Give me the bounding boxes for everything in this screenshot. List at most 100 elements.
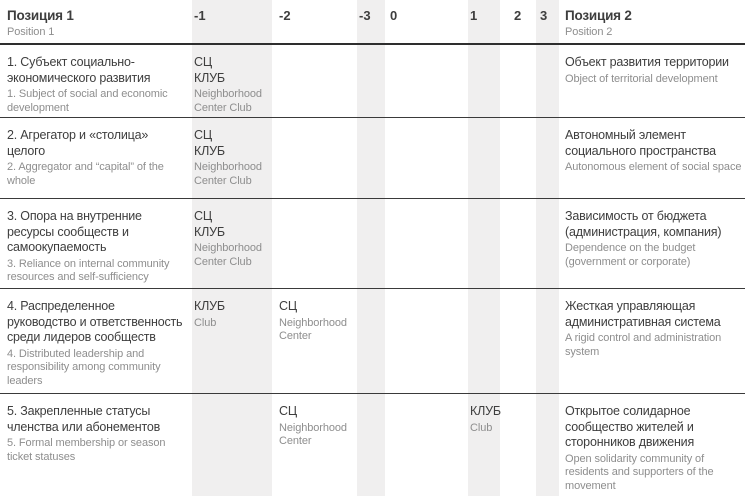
row3-position2-cell: Зависимость от бюджета (администрация, к… [565, 209, 745, 288]
row1-position1-cell: 1. Субъект социально-экономического разв… [0, 55, 192, 117]
header-position-2-en: Position 2 [565, 25, 613, 38]
row4-mark-minus2-ru: СЦ [279, 299, 297, 313]
row5-cell-minus1 [192, 404, 277, 496]
header-scale-minus2: -2 [279, 8, 291, 23]
row5-cell-minus3 [357, 404, 388, 496]
row4-cell-minus2: СЦ Neighborhood Center [277, 299, 357, 393]
header-scale-plus2: 2 [514, 8, 522, 23]
row3-position1-cell: 3. Опора на внутренние ресурсы сообществ… [0, 209, 192, 288]
row1-cell-zero [388, 55, 468, 117]
row1-cell-minus3 [357, 55, 388, 117]
row2-right-en: Autonomous element of social space [565, 161, 742, 173]
row2-position2-cell: Автономный элемент социального пространс… [565, 128, 745, 198]
row2-cell-minus3 [357, 128, 388, 198]
row5-cell-minus2: СЦ Neighborhood Center [277, 404, 357, 496]
column-stripe-minus1 [192, 0, 272, 496]
row3-cell-minus1: СЦ КЛУБ Neighborhood Center Club [192, 209, 277, 288]
row5-cell-zero [388, 404, 468, 496]
table-row: 5. Закрепленные статусы членства или або… [0, 394, 745, 496]
row5-right-ru: Открытое солидарное сообщество жителей и… [565, 404, 695, 449]
row1-right-ru: Объект развития территории [565, 55, 729, 69]
row5-cell-plus1: КЛУБ Club [468, 404, 505, 496]
header-position-2-ru: Позиция 2 [565, 8, 632, 23]
row2-cell-plus2 [505, 128, 536, 198]
table-row: 2. Агрегатор и «столица» целого 2. Aggre… [0, 118, 745, 199]
row5-mark-minus2-en: Neighborhood Center [279, 421, 347, 448]
row4-mark-minus1-en: Club [194, 316, 217, 329]
header-position-1: Позиция 1 Position 1 [0, 8, 192, 43]
row4-cell-minus1: КЛУБ Club [192, 299, 277, 393]
row4-mark-minus2-en: Neighborhood Center [279, 316, 347, 343]
row5-position1-cell: 5. Закрепленные статусы членства или або… [0, 404, 192, 496]
row3-left-en: 3. Reliance on internal community resour… [7, 257, 170, 284]
row4-right-ru: Жесткая управляющая административная сис… [565, 299, 721, 329]
row2-cell-zero [388, 128, 468, 198]
header-scale-minus1: -1 [194, 8, 206, 23]
row1-mark-minus1-en: Neighborhood Center Club [194, 88, 262, 114]
row2-position1-cell: 2. Агрегатор и «столица» целого 2. Aggre… [0, 128, 192, 198]
row5-mark-plus1-en: Club [470, 421, 493, 434]
row4-position2-cell: Жесткая управляющая административная сис… [565, 299, 745, 393]
row1-right-en: Object of territorial development [565, 72, 718, 85]
row4-left-en: 4. Distributed leadership and responsibi… [7, 347, 161, 387]
header-scale-minus3: -3 [359, 8, 371, 23]
row1-cell-plus1 [468, 55, 505, 117]
row4-position1-cell: 4. Распределенное руководство и ответств… [0, 299, 192, 393]
row2-left-en: 2. Aggregator and “capital” of the whole [7, 161, 164, 187]
row1-cell-minus1: СЦ КЛУБ Neighborhood Center Club [192, 55, 277, 117]
header-scale-zero: 0 [390, 8, 398, 23]
row1-cell-minus2 [277, 55, 357, 117]
row4-left-ru: 4. Распределенное руководство и ответств… [7, 299, 183, 344]
row1-position2-cell: Объект развития территории Object of ter… [565, 55, 745, 117]
row3-cell-zero [388, 209, 468, 288]
row3-mark-minus1-ru: СЦ КЛУБ [194, 209, 225, 239]
row5-right-en: Open solidarity community of residents a… [565, 452, 714, 492]
row4-right-en: A rigid control and administration syste… [565, 332, 722, 358]
header-position-2: Позиция 2 Position 2 [565, 8, 745, 43]
row3-cell-minus2 [277, 209, 357, 288]
row1-mark-minus1-ru: СЦ КЛУБ [194, 55, 225, 85]
row2-left-ru: 2. Агрегатор и «столица» целого [7, 128, 149, 158]
row5-cell-plus3 [536, 404, 565, 496]
row2-cell-minus2 [277, 128, 357, 198]
row5-left-en: 5. Formal membership or season ticket st… [7, 437, 166, 463]
row4-cell-minus3 [357, 299, 388, 393]
row2-cell-plus3 [536, 128, 565, 198]
row3-cell-minus3 [357, 209, 388, 288]
row2-mark-minus1-en: Neighborhood Center Club [194, 161, 262, 187]
row5-cell-plus2 [505, 404, 536, 496]
row4-cell-zero [388, 299, 468, 393]
column-stripe-plus1 [468, 0, 500, 496]
table-row: 3. Опора на внутренние ресурсы сообществ… [0, 199, 745, 289]
row2-cell-plus1 [468, 128, 505, 198]
row4-cell-plus2 [505, 299, 536, 393]
row4-cell-plus3 [536, 299, 565, 393]
row5-left-ru: 5. Закрепленные статусы членства или або… [7, 404, 161, 434]
row4-mark-minus1-ru: КЛУБ [194, 299, 225, 313]
table-row: 4. Распределенное руководство и ответств… [0, 289, 745, 394]
row3-cell-plus1 [468, 209, 505, 288]
row3-left-ru: 3. Опора на внутренние ресурсы сообществ… [7, 209, 142, 254]
row1-left-en: 1. Subject of social and economic develo… [7, 88, 168, 114]
row3-right-ru: Зависимость от бюджета (администрация, к… [565, 209, 722, 239]
row5-mark-plus1-ru: КЛУБ [470, 404, 501, 418]
row5-mark-minus2-ru: СЦ [279, 404, 297, 418]
row1-cell-plus3 [536, 55, 565, 117]
column-stripe-plus3 [536, 0, 559, 496]
row4-cell-plus1 [468, 299, 505, 393]
row5-position2-cell: Открытое солидарное сообщество жителей и… [565, 404, 745, 496]
header-scale-plus1: 1 [470, 8, 478, 23]
row2-mark-minus1-ru: СЦ КЛУБ [194, 128, 225, 158]
table-row: 1. Субъект социально-экономического разв… [0, 45, 745, 118]
header-position-1-en: Position 1 [7, 25, 55, 38]
header-scale-plus3: 3 [540, 8, 548, 23]
row3-right-en: Dependence on the budget (government or … [565, 242, 696, 268]
header-position-1-ru: Позиция 1 [7, 8, 74, 23]
column-stripe-minus3 [357, 0, 385, 496]
row3-cell-plus3 [536, 209, 565, 288]
row3-cell-plus2 [505, 209, 536, 288]
table-header-row: Позиция 1 Position 1 -1 -2 -3 0 1 2 3 По… [0, 0, 745, 45]
row3-mark-minus1-en: Neighborhood Center Club [194, 242, 262, 268]
row2-cell-minus1: СЦ КЛУБ Neighborhood Center Club [192, 128, 277, 198]
